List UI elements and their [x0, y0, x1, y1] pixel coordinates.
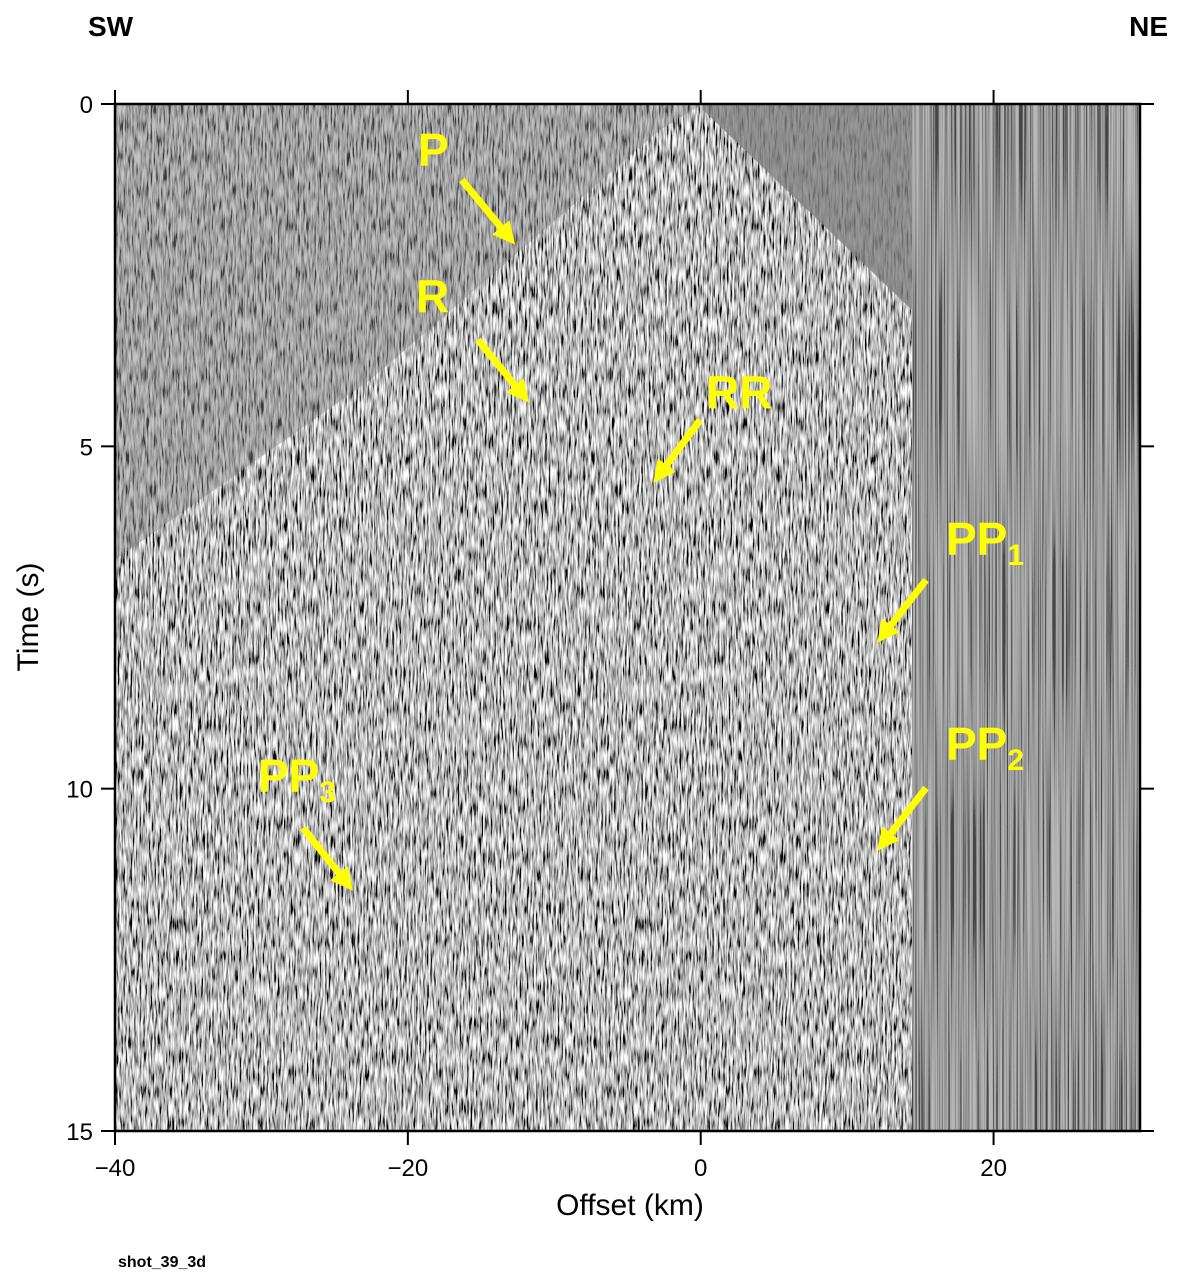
pre-arrival-zone [703, 104, 912, 310]
x-axis-label: Offset (km) [556, 1189, 704, 1222]
plot-frame [113, 102, 1142, 1133]
annotation-label: PP3 [258, 750, 336, 809]
left-label: SW [88, 11, 134, 42]
x-tick-label: 20 [980, 1155, 1007, 1182]
annotation-arrow [877, 577, 929, 643]
y-tick-label: 15 [66, 1119, 93, 1146]
annotation-label: PP2 [946, 718, 1024, 777]
annotation-arrow [459, 177, 516, 245]
annotation-label: P [418, 124, 449, 176]
sparse-traces-shade [912, 104, 1140, 1131]
x-tick-label: −20 [387, 1155, 428, 1182]
annotation-label: RR [706, 366, 772, 418]
annotation-label: R [416, 270, 449, 322]
annotation-text: PP [946, 513, 1007, 565]
y-tick-label: 10 [66, 777, 93, 804]
annotation-arrow [653, 417, 703, 483]
annotation-label: PP1 [946, 513, 1024, 572]
y-axis-label: Time (s) [12, 563, 45, 672]
annotation-arrow [300, 825, 353, 891]
y-tick-label: 5 [80, 434, 93, 461]
annotation-subscript: 2 [1007, 744, 1024, 777]
annotation-text: RR [706, 366, 772, 418]
annotation-text: P [418, 124, 449, 176]
annotation-arrow [877, 785, 929, 851]
annotation-text: R [416, 270, 449, 322]
footer: shot_39_3d [118, 1254, 206, 1271]
pre-arrival-zone [115, 104, 703, 560]
annotation-subscript: 3 [319, 776, 336, 809]
seismic-image [115, 104, 1140, 1131]
y-tick-label: 0 [80, 92, 93, 119]
annotation-arrow [475, 337, 530, 403]
annotation-text: PP [258, 750, 319, 802]
annotation-text: PP [946, 718, 1007, 770]
x-tick-label: −40 [95, 1155, 136, 1182]
annotation-subscript: 1 [1007, 539, 1024, 572]
x-tick-label: 0 [694, 1155, 707, 1182]
right-label: NE [1129, 11, 1168, 42]
